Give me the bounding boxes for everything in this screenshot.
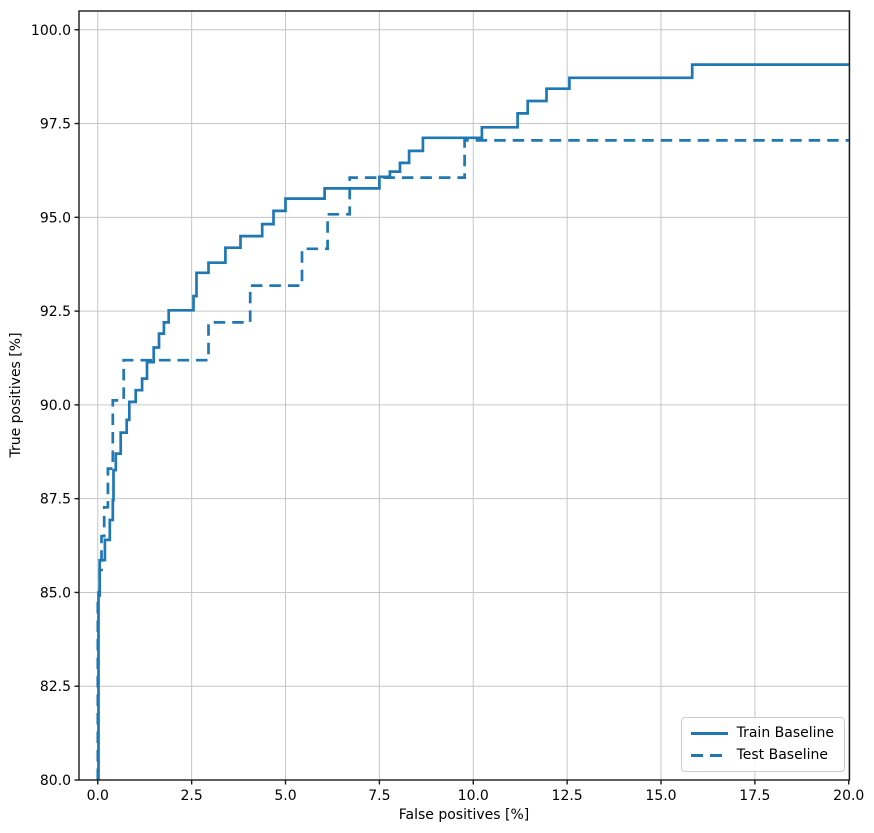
x-tick-label: 12.5 <box>552 788 583 804</box>
y-tick-label: 95.0 <box>40 210 71 226</box>
x-tick-label: 20.0 <box>833 788 864 804</box>
y-tick-label: 87.5 <box>40 492 71 508</box>
series-line-test-baseline <box>96 139 850 780</box>
x-tick-label: 2.5 <box>181 788 203 804</box>
y-tick-label: 100.0 <box>31 23 71 39</box>
dashed-line-sample-icon <box>690 754 728 757</box>
legend-item-test: Test Baseline <box>690 747 834 764</box>
plot-border <box>78 10 851 781</box>
x-tick-label: 7.5 <box>368 788 390 804</box>
legend-label-train: Train Baseline <box>736 725 834 741</box>
legend-label-test: Test Baseline <box>736 747 828 763</box>
x-tick-label: 10.0 <box>458 788 489 804</box>
y-tick-label: 90.0 <box>40 398 71 414</box>
x-axis-label: False positives [%] <box>398 807 530 823</box>
y-axis-label: True positives [%] <box>8 332 24 458</box>
x-tick-label: 17.5 <box>739 788 770 804</box>
x-tick-label: 15.0 <box>645 788 676 804</box>
y-tick-label: 82.5 <box>40 679 71 695</box>
x-tick-label: 5.0 <box>274 788 296 804</box>
y-tick-label: 97.5 <box>40 117 71 133</box>
series-line-train-baseline <box>97 63 850 780</box>
legend: Train Baseline Test Baseline <box>680 717 845 772</box>
x-tick-label: 0.0 <box>87 788 109 804</box>
legend-item-train: Train Baseline <box>690 725 834 742</box>
y-tick-label: 92.5 <box>40 304 71 320</box>
y-tick-label: 80.0 <box>40 773 71 789</box>
y-tick-label: 85.0 <box>40 585 71 601</box>
solid-line-sample-icon <box>690 732 728 735</box>
